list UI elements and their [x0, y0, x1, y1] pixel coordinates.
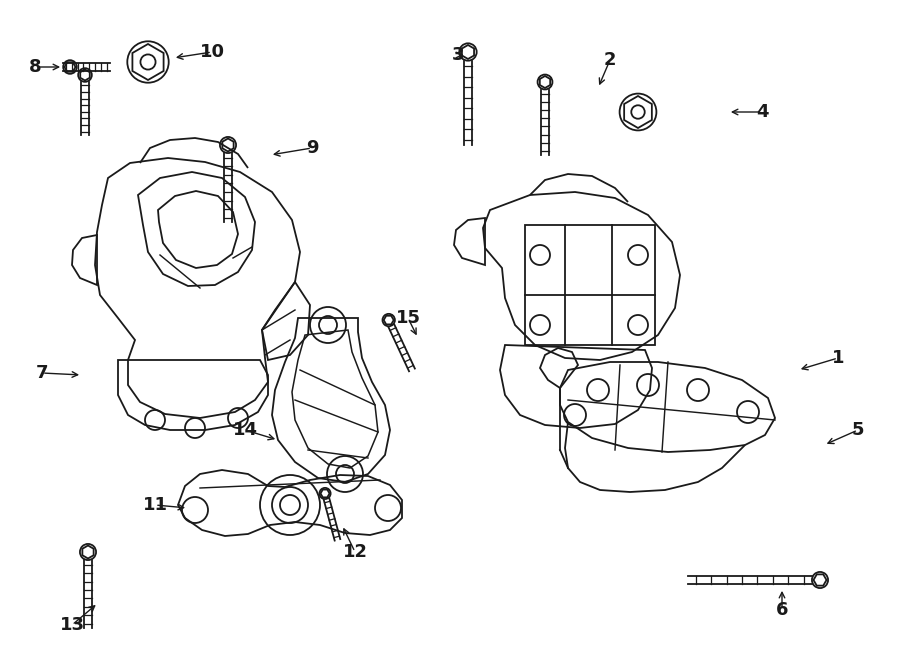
Text: 14: 14 — [232, 421, 257, 439]
Text: 2: 2 — [604, 51, 617, 69]
Text: 10: 10 — [200, 43, 224, 61]
Text: 4: 4 — [756, 103, 769, 121]
Text: 12: 12 — [343, 543, 367, 561]
Text: 5: 5 — [851, 421, 864, 439]
Text: 3: 3 — [452, 46, 464, 64]
Text: 6: 6 — [776, 601, 788, 619]
Text: 1: 1 — [832, 349, 844, 367]
Text: 13: 13 — [59, 616, 85, 634]
Text: 7: 7 — [36, 364, 49, 382]
Text: 11: 11 — [142, 496, 167, 514]
Text: 8: 8 — [29, 58, 41, 76]
Text: 15: 15 — [395, 309, 420, 327]
Text: 9: 9 — [306, 139, 319, 157]
